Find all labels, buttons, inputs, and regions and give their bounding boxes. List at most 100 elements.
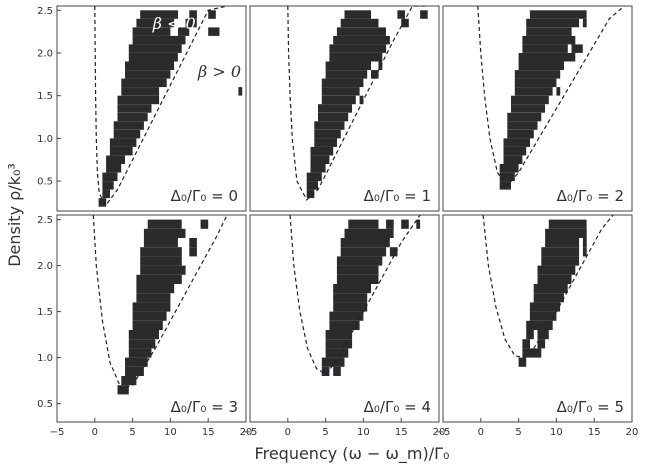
- x-tick-label: 15: [395, 427, 408, 438]
- heatmap-cell: [102, 172, 118, 182]
- x-axis-label: Frequency (ω − ω_m)/Γ₀: [255, 444, 450, 464]
- heatmap-cell: [507, 129, 534, 139]
- heatmap-cell: [125, 357, 148, 367]
- panel-label-0: Δ₀/Γ₀ = 0: [171, 187, 238, 205]
- x-tick-label: −5: [436, 427, 451, 438]
- heatmap-cell: [416, 219, 421, 229]
- heatmap-cell: [321, 357, 345, 367]
- heatmap-cell: [511, 95, 549, 105]
- heatmap-cell: [541, 247, 580, 257]
- heatmap-cell: [128, 348, 152, 358]
- heatmap-cell: [310, 164, 326, 173]
- heatmap-cell: [113, 129, 141, 139]
- y-tick-label: 2.5: [37, 6, 53, 17]
- heatmap-cell: [140, 247, 182, 257]
- stability-boundary-5: [482, 215, 614, 359]
- heatmap-cell: [136, 18, 175, 28]
- heatmap-cell: [526, 18, 580, 28]
- heatmap-cell: [529, 10, 587, 19]
- x-tick-label: −5: [243, 427, 258, 438]
- heatmap-cell: [140, 256, 182, 266]
- heatmap-cell: [336, 27, 386, 36]
- heatmap-cell: [522, 35, 576, 45]
- heatmap-cell: [189, 238, 197, 248]
- heatmap-cell: [333, 35, 390, 45]
- x-tick-label: 10: [550, 427, 563, 438]
- heatmap-cell: [321, 366, 330, 376]
- heatmap-cell: [185, 18, 197, 28]
- heatmap-cell: [340, 18, 379, 28]
- annotation-0: β < 0: [152, 14, 196, 33]
- heatmap-cell: [526, 330, 534, 340]
- stability-boundary-3: [92, 215, 228, 390]
- heatmap-cell: [140, 10, 178, 19]
- heatmap-cell: [541, 256, 580, 266]
- heatmap-cell: [136, 293, 171, 303]
- heatmap-cell: [314, 138, 337, 147]
- heatmap-cell: [321, 78, 364, 88]
- heatmap-cell: [325, 348, 349, 358]
- y-tick-label: 0.5: [37, 399, 53, 410]
- heatmap-cell: [348, 219, 379, 229]
- x-tick-label: −5: [50, 427, 65, 438]
- stability-boundary-4: [289, 215, 421, 375]
- y-tick-label: 1.5: [37, 307, 53, 318]
- x-tick-label: 0: [92, 427, 98, 438]
- heatmap-cell: [518, 53, 576, 62]
- heatmap-cell: [503, 155, 523, 164]
- heatmap-cell: [537, 265, 576, 275]
- heatmap-cell: [333, 293, 368, 303]
- heatmap-cell: [128, 339, 156, 349]
- heatmap-cell: [582, 238, 587, 248]
- heatmap-cell: [325, 61, 371, 70]
- heatmap-cell: [333, 366, 341, 376]
- heatmap-cell: [321, 95, 356, 105]
- heatmap-cell: [125, 366, 144, 376]
- x-tick-label: 0: [285, 427, 291, 438]
- x-tick-label: 20: [433, 427, 446, 438]
- heatmap-cell: [526, 320, 553, 330]
- panel-label-1: Δ₀/Γ₀ = 1: [364, 187, 431, 205]
- heatmap-cell: [121, 87, 160, 96]
- heatmap-cell: [325, 339, 353, 349]
- heatmap-cell: [333, 302, 368, 312]
- heatmap-cell: [128, 53, 178, 62]
- heatmap-cell: [556, 87, 561, 96]
- y-tick-label: 1.0: [37, 353, 53, 364]
- heatmap-cell: [582, 18, 587, 28]
- heatmap-cell: [189, 247, 197, 257]
- annotation-1: β > 0: [197, 62, 241, 81]
- heatmap-cell: [529, 302, 561, 312]
- y-tick-label: 2.0: [37, 261, 53, 272]
- heatmap-cell: [499, 164, 519, 173]
- heatmap-cell: [147, 219, 182, 229]
- heatmap-cell: [518, 357, 527, 367]
- y-axis-label: Density ρ/k₀³: [5, 163, 24, 267]
- heatmap-cell: [344, 228, 394, 238]
- heatmap-cell: [533, 284, 568, 294]
- y-tick-label: 1.5: [37, 91, 53, 102]
- heatmap-cell: [522, 44, 568, 53]
- heatmap-cell: [314, 121, 345, 130]
- heatmap-cell: [132, 320, 163, 330]
- heatmap-cell: [336, 256, 383, 266]
- heatmap-cell: [359, 95, 364, 105]
- heatmap-cell: [117, 112, 148, 122]
- heatmap-cell: [132, 35, 186, 45]
- heatmap-cell: [325, 330, 353, 340]
- heatmap-cell: [518, 61, 564, 70]
- y-tick-label: 1.0: [37, 134, 53, 145]
- heatmap-cell: [314, 129, 341, 139]
- heatmap-cell: [113, 121, 144, 130]
- heatmap-cell: [125, 70, 171, 79]
- heatmap-cell: [121, 78, 167, 88]
- heatmap-cell: [397, 10, 405, 19]
- panel-label-4: Δ₀/Γ₀ = 4: [364, 398, 431, 416]
- x-tick-label: 15: [588, 427, 601, 438]
- heatmap-cell: [306, 172, 322, 182]
- heatmap-cell: [420, 10, 428, 19]
- panel-label-3: Δ₀/Γ₀ = 3: [171, 398, 238, 416]
- heatmap-cell: [132, 311, 167, 321]
- heatmap-cell: [529, 311, 557, 321]
- heatmap-cell: [200, 219, 209, 229]
